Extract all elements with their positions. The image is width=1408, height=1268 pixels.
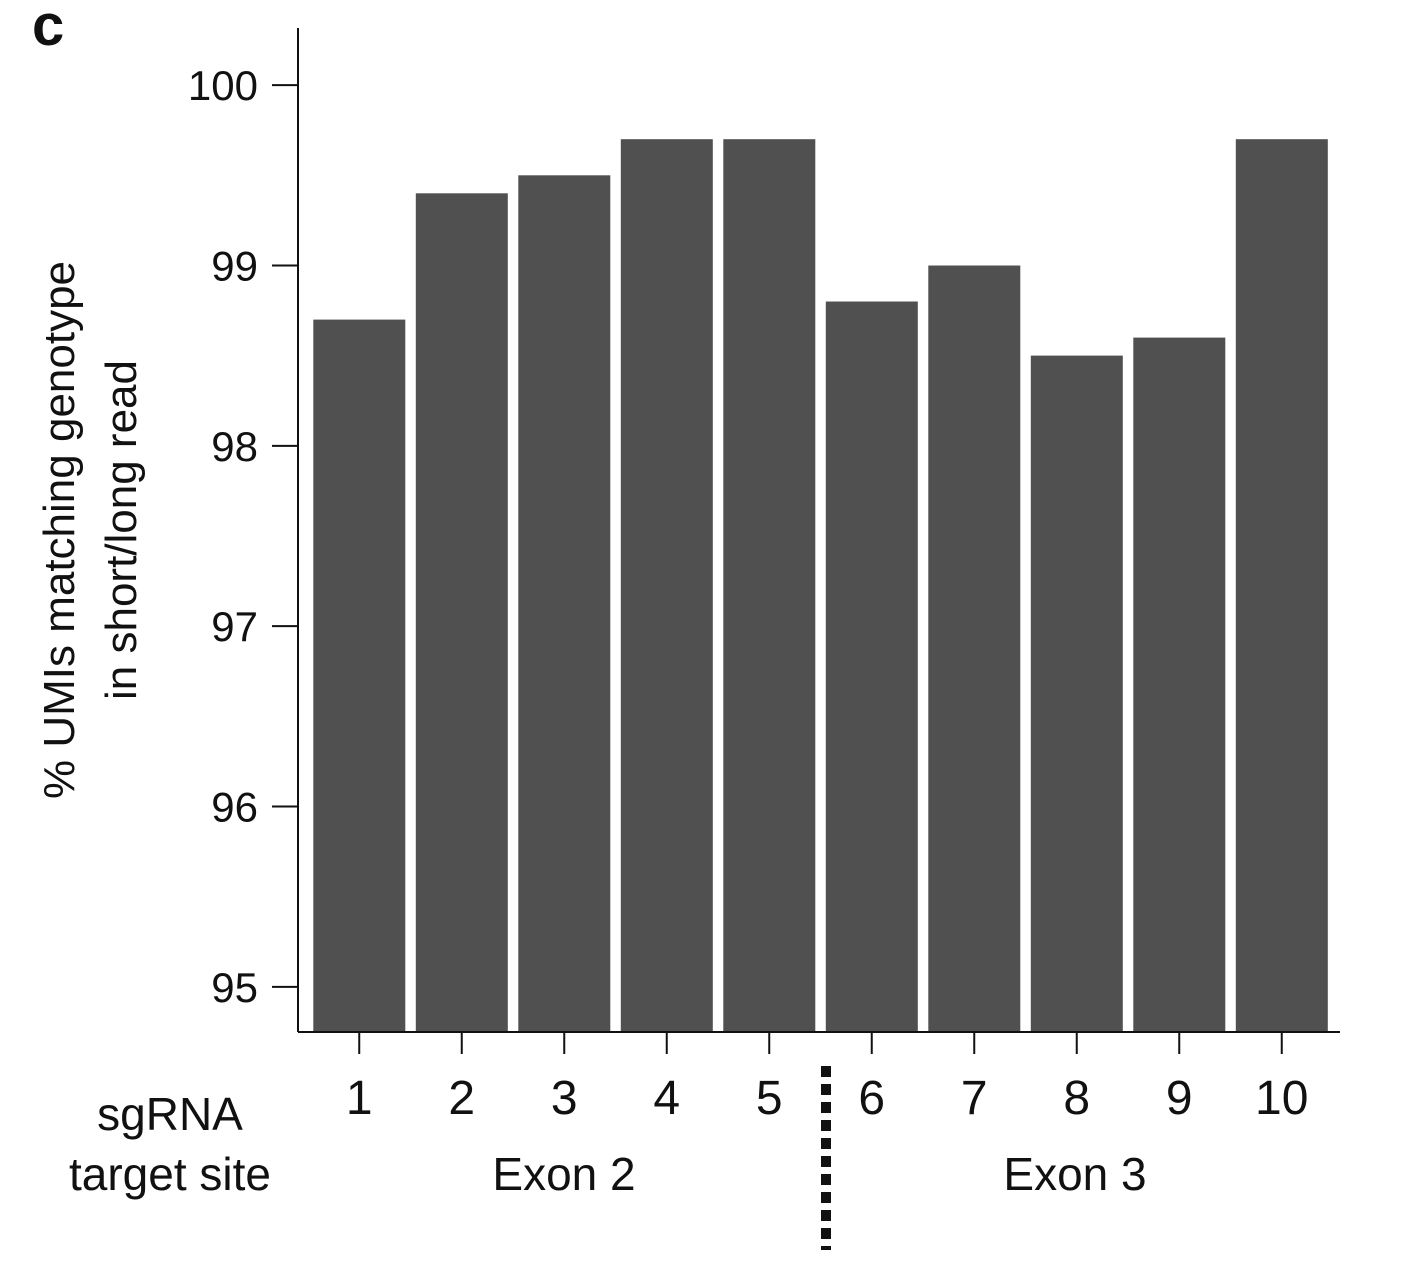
group-label-exon-3: Exon 3: [1003, 1148, 1146, 1200]
bar-5: [723, 139, 816, 1032]
x-tick-label-9: 9: [1166, 1072, 1193, 1125]
bar-9: [1133, 337, 1226, 1033]
y-axis: 95 96 97 98 99 100: [188, 28, 299, 1032]
x-tick-label-7: 7: [961, 1072, 988, 1125]
bar-1: [313, 319, 406, 1033]
bar-7: [928, 265, 1021, 1032]
x-tick-label-10: 10: [1255, 1072, 1308, 1125]
x-tick-label-8: 8: [1063, 1072, 1090, 1125]
x-tick-label-3: 3: [551, 1072, 578, 1125]
bar-8: [1030, 355, 1123, 1033]
x-axis-label-line-2: target site: [69, 1148, 271, 1200]
bars-group: [313, 139, 1328, 1033]
x-axis: 1 2 3 4 5 6 7 8 9 10: [298, 1031, 1340, 1125]
panel-label: c: [32, 0, 64, 58]
y-axis-label-line-2: in short/long read: [97, 360, 146, 700]
x-tick-label-6: 6: [858, 1072, 885, 1125]
bar-6: [825, 301, 918, 1032]
y-tick-label-100: 100: [188, 62, 258, 109]
y-axis-label-line-1: % UMIs matching genotype: [35, 261, 84, 799]
bar-3: [518, 175, 611, 1033]
bar-10: [1235, 139, 1328, 1032]
y-tick-label-95: 95: [211, 964, 258, 1011]
bar-2: [415, 193, 508, 1033]
x-tick-label-5: 5: [756, 1072, 783, 1125]
x-tick-label-4: 4: [653, 1072, 680, 1125]
y-tick-label-96: 96: [211, 784, 258, 831]
x-tick-label-1: 1: [346, 1072, 373, 1125]
y-tick-label-97: 97: [211, 603, 258, 650]
y-tick-label-98: 98: [211, 423, 258, 470]
group-label-exon-2: Exon 2: [492, 1148, 635, 1200]
y-tick-label-99: 99: [211, 242, 258, 289]
x-tick-label-2: 2: [448, 1072, 475, 1125]
x-axis-label-line-1: sgRNA: [97, 1088, 243, 1140]
bar-4: [620, 139, 713, 1032]
